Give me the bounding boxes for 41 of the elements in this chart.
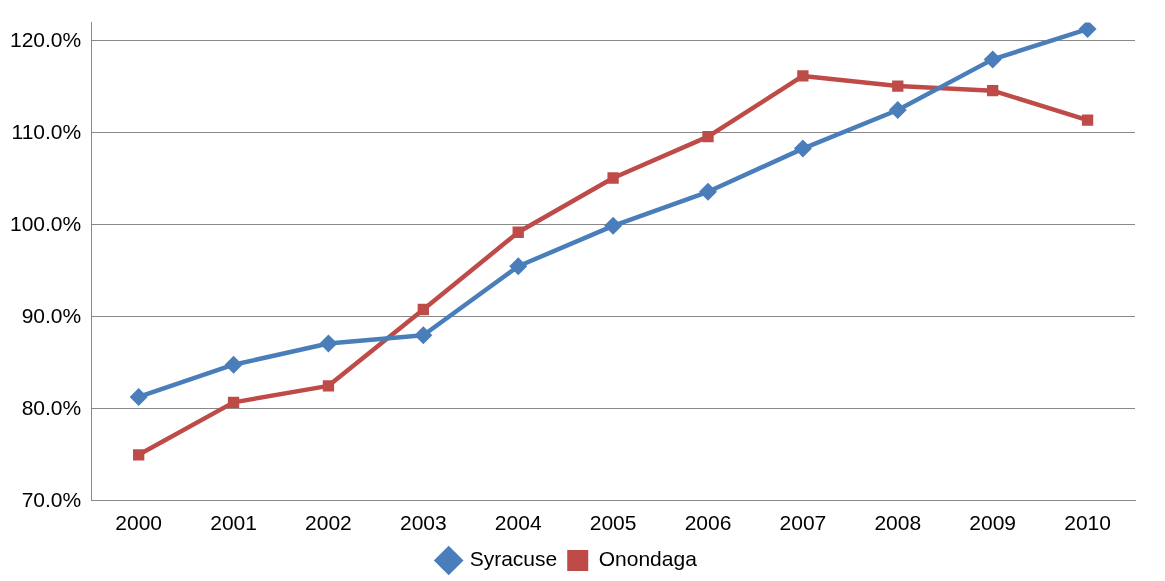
point xyxy=(133,449,145,461)
point xyxy=(227,396,240,409)
point xyxy=(607,172,619,184)
x-tick-label: 2009 xyxy=(969,511,1017,535)
point xyxy=(699,182,717,201)
point xyxy=(604,216,623,235)
x-tick-label: 2008 xyxy=(874,511,922,535)
legend-label: Onondaga xyxy=(598,547,698,571)
point xyxy=(983,50,1002,69)
y-tick-label: 100.0% xyxy=(9,211,82,235)
y-tick-label: 110.0% xyxy=(11,119,82,143)
point xyxy=(888,100,907,119)
point xyxy=(509,257,528,276)
y-tick-label: 90.0% xyxy=(21,303,82,327)
y-tick-label: 70.0% xyxy=(21,487,82,511)
point xyxy=(987,85,999,97)
point xyxy=(702,130,714,143)
point xyxy=(512,226,524,238)
x-tick-label: 2005 xyxy=(589,511,637,535)
x-tick-label: 2003 xyxy=(399,511,447,535)
point xyxy=(322,380,335,392)
point xyxy=(224,355,243,374)
x-tick-label: 2006 xyxy=(684,511,732,535)
y-tick-label: 120.0% xyxy=(9,27,82,51)
point xyxy=(414,326,433,345)
point xyxy=(797,70,809,82)
point xyxy=(1081,114,1094,126)
x-tick-label: 2001 xyxy=(210,511,257,535)
point xyxy=(417,303,429,316)
point xyxy=(129,387,148,406)
x-tick-label: 2007 xyxy=(779,511,827,535)
point xyxy=(1078,22,1097,39)
y-tick-label: 80.0% xyxy=(21,395,82,419)
x-tick-label: 2000 xyxy=(115,511,163,535)
x-tick-label: 2002 xyxy=(305,511,352,535)
legend-label: Syracuse xyxy=(469,547,558,571)
x-tick-label: 2010 xyxy=(1064,511,1111,535)
point xyxy=(793,139,812,158)
x-tick-label: 2004 xyxy=(494,511,542,535)
point xyxy=(892,80,904,92)
point xyxy=(319,334,338,353)
